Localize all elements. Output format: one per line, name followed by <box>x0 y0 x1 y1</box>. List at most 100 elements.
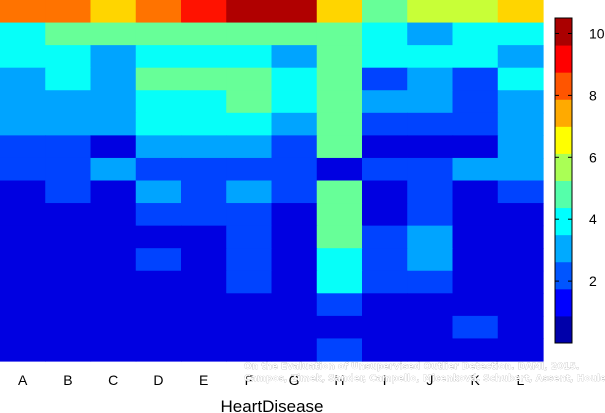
heatmap-cell-A-4 <box>0 90 46 114</box>
heatmap-cell-C-6 <box>90 135 137 159</box>
heatmap-cell-A-14 <box>0 315 46 340</box>
heatmap-cell-A-11 <box>0 248 46 272</box>
heatmap-cell-H-11 <box>316 248 363 272</box>
heatmap-cell-E-13 <box>181 293 227 317</box>
heatmap-cell-D-8 <box>135 180 182 204</box>
heatmap-cell-I-8 <box>362 180 408 204</box>
heatmap-cell-B-4 <box>45 90 92 114</box>
heatmap-cell-J-14 <box>407 315 454 340</box>
colorbar-segment-8 <box>555 99 572 127</box>
colorbar-tick-label-4: 4 <box>589 211 597 227</box>
heatmap-cell-B-0 <box>45 0 92 24</box>
heatmap-cell-I-15 <box>362 338 408 362</box>
heatmap-cell-D-6 <box>135 135 182 159</box>
heatmap-cell-B-8 <box>45 180 92 204</box>
heatmap-cell-F-12 <box>226 270 273 294</box>
heatmap-cell-D-15 <box>135 338 182 362</box>
heatmap-cell-B-9 <box>45 203 92 227</box>
colorbar-tick-label-8: 8 <box>589 87 597 103</box>
heatmap-cell-C-11 <box>90 248 137 272</box>
heatmap-cell-K-5 <box>452 112 499 136</box>
heatmap-cell-G-8 <box>271 180 318 204</box>
heatmap-cell-C-4 <box>90 90 137 114</box>
heatmap-cell-E-5 <box>181 112 227 136</box>
heatmap-cell-I-11 <box>362 248 408 272</box>
heatmap-cell-B-1 <box>45 22 92 46</box>
heatmap-cell-D-3 <box>135 67 182 91</box>
heatmap-cell-K-3 <box>452 67 499 91</box>
heatmap-cell-H-14 <box>316 315 363 340</box>
heatmap-cell-I-10 <box>362 225 408 249</box>
heatmap-cell-E-9 <box>181 203 227 227</box>
heatmap-cell-B-10 <box>45 225 92 249</box>
heatmap-cell-D-14 <box>135 315 182 340</box>
heatmap-cell-A-3 <box>0 67 46 91</box>
heatmap-cell-J-11 <box>407 248 454 272</box>
x-tick-label-G: G <box>289 372 300 388</box>
heatmap-cell-E-0 <box>181 0 227 24</box>
heatmap-cell-G-13 <box>271 293 318 317</box>
heatmap-cell-A-5 <box>0 112 46 136</box>
heatmap-cell-E-4 <box>181 90 227 114</box>
heatmap-cell-L-10 <box>497 225 544 249</box>
heatmap-cell-L-9 <box>497 203 544 227</box>
heatmap-cell-I-5 <box>362 112 408 136</box>
x-tick-labels: A B C D E F G H I J K L <box>18 372 525 388</box>
colorbar-tick-label-6: 6 <box>589 149 597 165</box>
heatmap-cell-G-15 <box>271 338 318 362</box>
heatmap-cell-H-5 <box>316 112 363 136</box>
heatmap-cell-B-5 <box>45 112 92 136</box>
heatmap-cell-H-3 <box>316 67 363 91</box>
heatmap-cell-G-14 <box>271 315 318 340</box>
heatmap-cell-D-13 <box>135 293 182 317</box>
heatmap-cell-E-14 <box>181 315 227 340</box>
heatmap-cell-A-6 <box>0 135 46 159</box>
heatmap-cell-C-15 <box>90 338 137 362</box>
heatmap-cell-C-2 <box>90 45 137 69</box>
heatmap-cell-G-6 <box>271 135 318 159</box>
heatmap-cell-D-12 <box>135 270 182 294</box>
x-tick-label-E: E <box>199 372 208 388</box>
heatmap-cell-A-8 <box>0 180 46 204</box>
heatmap-cell-C-5 <box>90 112 137 136</box>
heatmap-cell-J-12 <box>407 270 454 294</box>
heatmap-cell-E-3 <box>181 67 227 91</box>
colorbar-tick-label-10: 10 <box>589 25 605 41</box>
heatmap-cell-B-15 <box>45 338 92 362</box>
heatmap-cell-K-0 <box>452 0 499 24</box>
heatmap-cell-F-1 <box>226 22 273 46</box>
heatmap-cell-J-13 <box>407 293 454 317</box>
heatmap-cell-K-11 <box>452 248 499 272</box>
heatmap-cell-K-9 <box>452 203 499 227</box>
heatmap-cell-I-13 <box>362 293 408 317</box>
heatmap-cell-H-9 <box>316 203 363 227</box>
heatmap-cell-H-13 <box>316 293 363 317</box>
heatmap-cell-G-12 <box>271 270 318 294</box>
heatmap-cell-L-3 <box>497 67 544 91</box>
heatmap-cell-C-7 <box>90 157 137 182</box>
heatmap-cell-I-12 <box>362 270 408 294</box>
heatmap-cell-C-0 <box>90 0 137 24</box>
heatmap-cell-E-12 <box>181 270 227 294</box>
heatmap-cell-B-12 <box>45 270 92 294</box>
colorbar-segment-11 <box>555 18 572 46</box>
heatmap-cell-D-0 <box>135 0 182 24</box>
heatmap-cell-J-4 <box>407 90 454 114</box>
heatmap-cell-D-5 <box>135 112 182 136</box>
heatmap-cell-L-15 <box>497 338 544 362</box>
heatmap-cell-I-6 <box>362 135 408 159</box>
heatmap-cell-D-9 <box>135 203 182 227</box>
annotation-line-2: Campos, Zimek, Sander, Campello, Micenko… <box>244 374 605 384</box>
heatmap-cell-E-10 <box>181 225 227 249</box>
x-axis-title: HeartDisease <box>221 397 324 413</box>
heatmap-cell-A-2 <box>0 45 46 69</box>
heatmap-cell-H-2 <box>316 45 363 69</box>
heatmap-cell-G-0 <box>271 0 318 24</box>
heatmap-cell-L-0 <box>497 0 544 24</box>
colorbar-segment-2 <box>555 261 572 290</box>
heatmap-cell-C-12 <box>90 270 137 294</box>
heatmap-cell-K-10 <box>452 225 499 249</box>
heatmap-cell-A-0 <box>0 0 46 24</box>
heatmap-cell-F-5 <box>226 112 273 136</box>
heatmap-cell-F-0 <box>226 0 273 24</box>
